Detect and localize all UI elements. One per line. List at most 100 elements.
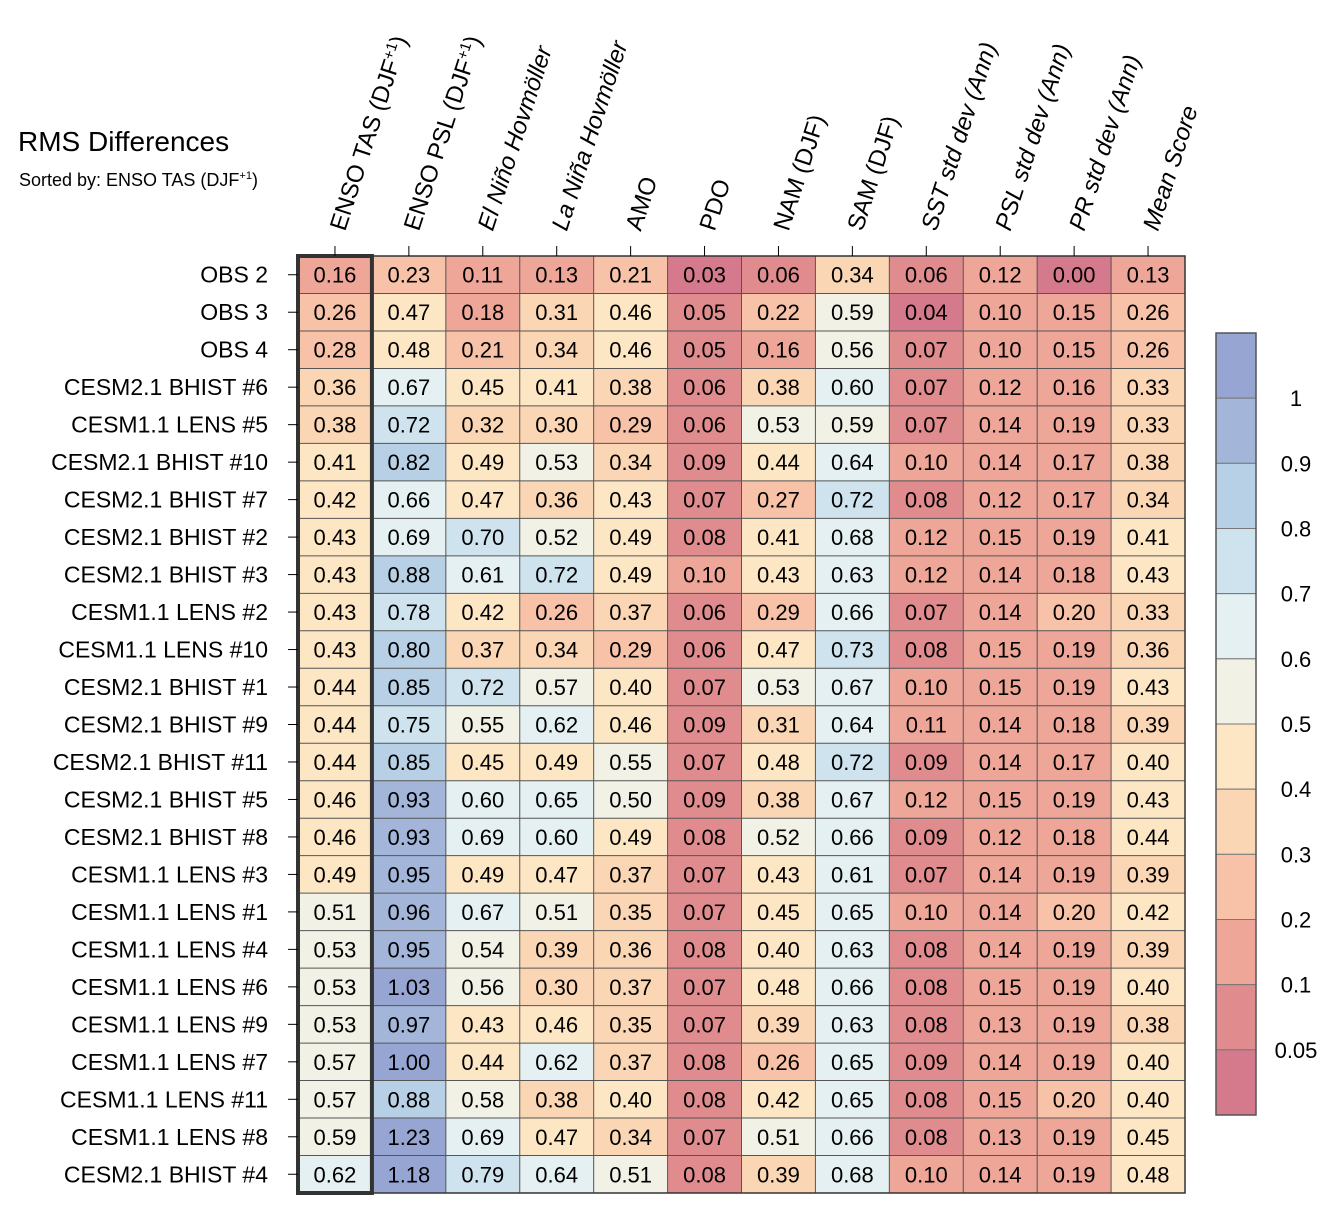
heatmap-cell (593, 330, 668, 369)
heatmap-cell (519, 668, 594, 706)
cell-value-label: 0.49 (609, 825, 652, 850)
column-label: PDO (695, 176, 737, 234)
cell-value-label: 0.44 (757, 450, 800, 475)
cell-value-label: 0.51 (535, 900, 578, 925)
column-labels: ENSO TAS (DJF+1)ENSO PSL (DJF+1)El Niño … (325, 33, 1204, 234)
cell-value-label: 0.33 (1127, 375, 1170, 400)
heatmap-cell (1111, 1005, 1185, 1044)
row-label: CESM1.1 LENS #3 (71, 861, 268, 887)
heatmap-cell (445, 705, 520, 744)
cell-value-label: 0.78 (387, 600, 430, 625)
cell-value-label: 0.37 (461, 638, 504, 663)
cell-value-label: 0.15 (979, 675, 1022, 700)
cell-value-label: 0.44 (314, 750, 357, 775)
row-label: CESM2.1 BHIST #3 (64, 562, 268, 588)
heatmap-cell (889, 1043, 964, 1081)
heatmap-cell (815, 1155, 890, 1193)
heatmap-cell (667, 293, 742, 331)
row-label: CESM2.1 BHIST #1 (64, 674, 268, 700)
heatmap-cell (593, 818, 668, 856)
heatmap-cell (519, 1043, 594, 1081)
column-label: El Niño Hovmöller (473, 42, 558, 234)
heatmap-cell (815, 743, 890, 781)
cell-value-label: 0.18 (1053, 563, 1096, 588)
heatmap-cell (963, 668, 1038, 706)
heatmap-cell (889, 1080, 964, 1119)
cell-value-label: 0.13 (979, 1012, 1022, 1037)
heatmap-cell (1111, 668, 1185, 706)
heatmap-cell (667, 855, 742, 894)
row-labels: OBS 2 OBS 3 OBS 4 CESM2.1 BHIST #6 CESM1.1 L… (51, 262, 268, 1188)
cell-value-label: 0.36 (314, 375, 357, 400)
cell-value-label: 0.08 (683, 525, 726, 550)
chart-title: RMS Differences (18, 126, 230, 157)
cell-value-label: 0.08 (905, 638, 948, 663)
colorbar-swatch (1215, 984, 1257, 1051)
cell-value-label: 0.19 (1053, 937, 1096, 962)
heatmap-cell (445, 293, 520, 331)
heatmap-cell (371, 405, 446, 444)
heatmap-cell (889, 630, 964, 669)
cell-value-label: 0.05 (683, 300, 726, 325)
cell-value-label: 0.06 (683, 375, 726, 400)
cell-value-label: 0.32 (461, 413, 504, 438)
cell-value-label: 0.67 (831, 675, 874, 700)
colorbar-tick-label: 0.5 (1281, 712, 1312, 737)
heatmap-cell (963, 855, 1038, 894)
cell-value-label: 0.14 (979, 563, 1022, 588)
column-label: AMO (621, 174, 664, 234)
cell-value-label: 0.30 (535, 413, 578, 438)
cell-value-label: 0.19 (1053, 413, 1096, 438)
heatmap-cell (371, 630, 446, 669)
colorbar-swatch (1215, 462, 1257, 530)
cell-value-label: 0.07 (683, 488, 726, 513)
heatmap-cell (1111, 930, 1185, 969)
heatmap-cell (1037, 256, 1112, 294)
cell-value-label: 0.09 (905, 750, 948, 775)
cell-value-label: 0.23 (387, 263, 430, 288)
cell-value-label: 0.26 (757, 1050, 800, 1075)
heatmap-cell (1037, 893, 1112, 931)
heatmap-cell (963, 743, 1038, 781)
heatmap-cell (1111, 705, 1185, 744)
heatmap-cell (298, 968, 372, 1006)
column-label: NAM (DJF) (768, 111, 831, 233)
heatmap-cell (963, 555, 1038, 594)
cell-value-label: 0.08 (905, 975, 948, 1000)
cell-value-label: 0.10 (905, 900, 948, 925)
cell-value-label: 0.70 (461, 525, 504, 550)
heatmap-cell (445, 893, 520, 931)
heatmap-cell (1111, 1155, 1185, 1193)
row-label: OBS 3 (200, 299, 268, 325)
heatmap-cell (593, 855, 668, 894)
cell-value-label: 0.07 (683, 675, 726, 700)
cell-value-label: 0.85 (387, 675, 430, 700)
heatmap-cell (298, 405, 372, 444)
cell-value-label: 0.65 (831, 1050, 874, 1075)
heatmap-cell (815, 443, 890, 481)
cell-value-label: 0.19 (1053, 675, 1096, 700)
cell-value-label: 0.62 (535, 713, 578, 738)
cell-value-label: 0.14 (979, 600, 1022, 625)
cell-value-label: 0.17 (1053, 488, 1096, 513)
cell-value-label: 0.08 (683, 825, 726, 850)
cell-value-label: 0.11 (906, 713, 947, 738)
colorbar-swatch (1215, 919, 1257, 986)
heatmap-cell (519, 555, 594, 594)
heatmap-cell (889, 855, 964, 894)
cell-value-label: 0.13 (535, 263, 578, 288)
heatmap-cell (519, 293, 594, 331)
heatmap-cell (963, 893, 1038, 931)
cell-value-label: 0.72 (831, 488, 874, 513)
cell-value-label: 0.09 (905, 825, 948, 850)
cell-value-label: 0.51 (609, 1162, 652, 1187)
row-label: CESM2.1 BHIST #7 (64, 487, 268, 513)
heatmap-cell (667, 368, 742, 406)
cell-value-label: 0.07 (683, 750, 726, 775)
heatmap-cell (593, 1005, 668, 1044)
heatmap-cell (445, 743, 520, 781)
cell-value-label: 0.69 (461, 825, 504, 850)
cell-value-label: 0.38 (1127, 1012, 1170, 1037)
cell-value-label: 0.75 (387, 713, 430, 738)
cell-value-label: 0.43 (1127, 563, 1170, 588)
